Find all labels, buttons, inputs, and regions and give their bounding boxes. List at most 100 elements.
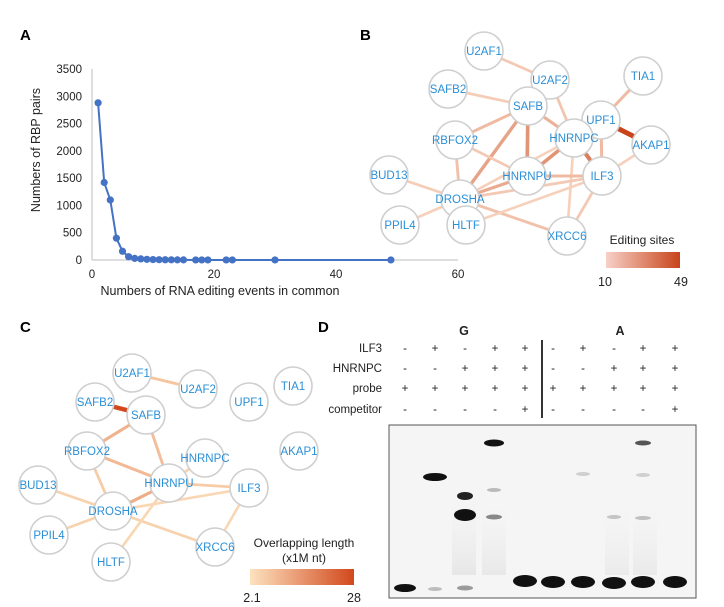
node-circle	[582, 156, 622, 196]
node-circle	[112, 353, 152, 393]
x-tick-label: 0	[89, 269, 95, 281]
node-upf1: UPF1	[229, 382, 269, 422]
node-circle	[229, 382, 269, 422]
data-point	[149, 255, 157, 264]
node-circle	[29, 515, 69, 555]
gel-sign: +	[672, 363, 679, 375]
gel-group-g: G	[459, 324, 469, 338]
node-circle	[185, 438, 225, 478]
legend-b: Editing sites 10 49	[598, 233, 688, 289]
node-u2af1: U2AF1	[464, 31, 504, 71]
node-circle	[18, 465, 58, 505]
gel-sign: -	[403, 363, 407, 375]
node-circle	[126, 395, 166, 435]
data-point	[173, 256, 181, 264]
data-point	[125, 253, 133, 261]
node-circle	[195, 527, 235, 567]
node-drosha: DROSHA	[88, 491, 138, 531]
node-ppil4: PPIL4	[380, 205, 420, 245]
node-circle	[464, 31, 504, 71]
gel-sign: +	[522, 343, 529, 355]
gel-sign: +	[522, 404, 529, 416]
node-bud13: BUD13	[369, 155, 409, 195]
series-group	[94, 99, 395, 264]
node-circle	[380, 205, 420, 245]
legend-c: Overlapping length (x1M nt) 2.1 28	[243, 536, 361, 605]
gel-sign: +	[432, 343, 439, 355]
data-point	[94, 99, 102, 107]
y-tick-label: 1000	[56, 200, 82, 212]
gel-band-free-lane5	[513, 575, 537, 587]
gel-band-faint-lane8	[607, 515, 621, 519]
network-b: U2AF1 U2AF2 TIA1 SAFB2 SAFB UPF1 RBFOX2 HNRNPC A…	[369, 31, 671, 256]
gel-sign: +	[492, 363, 499, 375]
gel-band-faint-lane9-b	[635, 516, 651, 520]
node-circle	[67, 431, 107, 471]
node-u2af2: U2AF2	[178, 369, 218, 409]
node-label: XRCC6	[196, 542, 235, 554]
gel-sign: +	[402, 383, 409, 395]
node-safb: SAFB	[508, 86, 548, 126]
data-point	[106, 196, 114, 204]
node-circle	[279, 431, 319, 471]
gel-row-label-competitor: competitor	[328, 404, 382, 416]
gel-sign: -	[551, 363, 555, 375]
x-tick-label: 40	[330, 269, 343, 281]
gel-sign: +	[611, 363, 618, 375]
data-point	[228, 256, 236, 264]
node-ppil4: PPIL4	[29, 515, 69, 555]
data-point	[143, 255, 151, 263]
panel-a-chart: 0 500 1000 1500 2000 2500 3000 3500 0 20 40 60 Num…	[29, 64, 464, 298]
node-circle	[178, 369, 218, 409]
node-hnrnpc: HNRNPC	[549, 118, 599, 158]
gel-sign: -	[581, 404, 585, 416]
gel-sign: -	[403, 343, 407, 355]
gel-sign: -	[463, 404, 467, 416]
x-axis-title: Numbers of RNA editing events in common	[101, 284, 340, 298]
gel-sign: +	[580, 343, 587, 355]
node-circle	[554, 118, 594, 158]
node-label: BUD13	[19, 480, 56, 492]
gel-sign: -	[641, 404, 645, 416]
node-ilf3: ILF3	[582, 156, 622, 196]
gel-sign: +	[432, 383, 439, 395]
gel-band-free-lane6	[541, 576, 565, 588]
node-circle	[547, 216, 587, 256]
node-label: U2AF1	[114, 368, 150, 380]
gel-band-free-lane7	[571, 576, 595, 588]
node-label: RBFOX2	[64, 446, 110, 458]
y-tick-label: 2000	[56, 146, 82, 158]
node-tia1: TIA1	[273, 366, 313, 406]
node-circle	[149, 463, 189, 503]
x-tick-label: 60	[452, 269, 465, 281]
legend-c-gradient	[250, 569, 354, 585]
node-circle	[435, 120, 475, 160]
node-label: HLTF	[452, 220, 480, 232]
gel-band-free-lane8	[602, 577, 626, 589]
node-circle	[91, 542, 131, 582]
gel-band-free-lane3	[457, 585, 473, 591]
gel-sign: +	[462, 383, 469, 395]
node-safb2: SAFB2	[428, 69, 468, 109]
node-label: HNRNPC	[549, 133, 598, 145]
node-label: UPF1	[234, 397, 263, 409]
node-label: TIA1	[281, 381, 305, 393]
legend-c-min: 2.1	[243, 591, 260, 605]
gel-row-label-hnrnpc: HNRNPC	[333, 363, 382, 375]
node-hltf: HLTF	[91, 542, 131, 582]
y-tick-label: 3500	[56, 64, 82, 76]
node-label: U2AF2	[180, 384, 216, 396]
node-label: RBFOX2	[432, 135, 478, 147]
gel-smear-lane4	[482, 480, 506, 575]
data-point	[271, 256, 279, 264]
node-label: U2AF2	[532, 75, 568, 87]
node-circle	[273, 366, 313, 406]
node-akap1: AKAP1	[631, 125, 671, 165]
gel-sign: +	[522, 363, 529, 375]
gel-sign: -	[463, 343, 467, 355]
gel-sign: +	[672, 404, 679, 416]
gel-row-label-probe: probe	[353, 383, 382, 395]
gel-band-faint-lane9-a	[636, 473, 650, 477]
nodes: U2AF1 U2AF2 TIA1 SAFB2 SAFB UPF1 AKAP1 RBFOX2 HN…	[18, 353, 319, 582]
gel-band-free-lane9	[631, 576, 655, 588]
